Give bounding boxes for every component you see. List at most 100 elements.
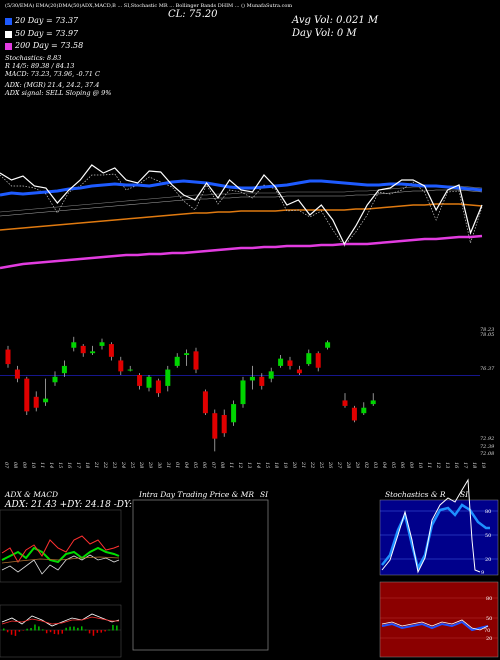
candle xyxy=(118,356,124,375)
candle-body xyxy=(306,353,312,365)
stoch-si-title: SI xyxy=(460,490,469,499)
date-tick-label: 12 Nov xyxy=(237,462,243,470)
moving-average-layer xyxy=(0,164,483,270)
candle xyxy=(33,391,39,412)
candle-body xyxy=(71,342,77,348)
candle-body xyxy=(184,353,190,355)
candle xyxy=(287,356,293,370)
candle-body xyxy=(342,400,348,406)
date-tick-label: 09 Oct xyxy=(21,462,27,470)
date-tick-label: 26 Nov xyxy=(327,461,333,470)
candle xyxy=(296,365,302,375)
date-tick-label: 18 Nov xyxy=(273,462,279,470)
candle xyxy=(278,355,284,368)
candle xyxy=(99,338,105,350)
candlestick-layer xyxy=(0,336,480,452)
candle xyxy=(43,378,49,406)
price-tick-label: 72.92 xyxy=(480,436,494,442)
macd-histogram-bar xyxy=(108,629,110,631)
close-label: CL: 75.20 xyxy=(168,9,218,20)
macd-histogram-bar xyxy=(61,630,63,634)
date-tick-label: 22 Nov xyxy=(309,461,315,470)
candle xyxy=(259,373,265,390)
mr-tick-80: 80 xyxy=(486,596,492,602)
date-tick-label: 12 Dec xyxy=(435,462,441,470)
price-tick-label: 78.05 xyxy=(480,332,494,338)
candle-body xyxy=(80,345,86,354)
adx-readout: ADX: (MGR) 21.4, 24.2, 37.4 xyxy=(5,81,100,89)
candle-body xyxy=(33,396,39,408)
date-tick-label: 10 Dec xyxy=(417,462,423,470)
macd-histogram-bar xyxy=(100,630,102,633)
candle xyxy=(268,367,274,383)
date-tick-label: 20 Nov xyxy=(291,461,297,470)
macd-histogram-bar xyxy=(42,629,44,631)
date-tick-label: 05 Nov xyxy=(192,462,198,470)
date-tick-label: 21 Oct xyxy=(93,461,99,470)
candle xyxy=(240,376,246,408)
macd-histogram-bar xyxy=(88,630,91,634)
legend-dma200: 200 Day = 73.58 xyxy=(5,41,83,50)
date-tick-label: 30 Oct xyxy=(156,462,162,470)
mr-value: 70 xyxy=(484,628,490,634)
candle xyxy=(90,345,96,355)
candle-body xyxy=(174,356,180,366)
macd-histogram-bar xyxy=(104,630,106,632)
candle-body xyxy=(296,369,302,374)
price-tick-label: 78.23 xyxy=(480,327,494,333)
candle xyxy=(165,365,171,392)
macd-histogram-bar xyxy=(53,630,56,634)
price-tick-label: 72.39 xyxy=(480,444,495,450)
date-tick-label: 24 Oct xyxy=(120,461,126,470)
price-tick-label: 76.37 xyxy=(480,366,495,372)
candle-body xyxy=(99,342,105,346)
date-tick-label: 18 Oct xyxy=(84,462,90,470)
candle xyxy=(370,393,376,406)
candle-body xyxy=(5,349,11,365)
ma-line-2 xyxy=(0,234,483,270)
candle xyxy=(52,371,58,386)
price-tick-label: 72.08 xyxy=(480,451,494,457)
date-tick-label: 01 Nov xyxy=(174,462,180,470)
candle-body xyxy=(325,342,331,348)
candle-body xyxy=(155,380,161,394)
macd-histogram-bar xyxy=(77,627,79,631)
macd-panel-frame xyxy=(0,604,122,658)
candle-body xyxy=(24,378,30,412)
intraday-panel-frame xyxy=(132,499,269,651)
candle-body xyxy=(43,398,49,403)
dma200-swatch xyxy=(5,42,12,50)
dotted-line xyxy=(0,173,483,247)
date-tick-label: 31 Oct xyxy=(165,462,171,470)
candle xyxy=(306,349,312,366)
candle xyxy=(184,349,190,366)
date-tick-label: 15 Oct xyxy=(57,462,63,470)
candle xyxy=(61,360,67,377)
stoch-k-line xyxy=(381,503,490,572)
band-upper-line xyxy=(0,185,483,213)
macd-histogram-bar xyxy=(84,629,87,631)
candle-body xyxy=(351,407,357,421)
date-tick-label: 27 Nov xyxy=(336,461,342,470)
stoch-value: 9 xyxy=(481,570,484,576)
date-tick-label: 25 Nov xyxy=(318,461,324,470)
candle xyxy=(108,342,114,361)
date-tick-label: 22 Oct xyxy=(102,461,108,470)
date-tick-label: 13 Nov xyxy=(246,462,252,470)
date-axis: 07 Oct08 Oct09 Oct10 Oct11 Oct14 Oct15 O… xyxy=(3,461,486,470)
candle-body xyxy=(146,376,152,388)
date-tick-label: 16 Oct xyxy=(66,462,72,470)
date-tick-label: 28 Oct xyxy=(138,461,144,470)
date-tick-label: 11 Nov xyxy=(228,462,234,470)
macd-histogram-bar xyxy=(6,630,9,633)
candle xyxy=(14,365,20,383)
candle-body xyxy=(259,376,265,386)
date-tick-label: 29 Oct xyxy=(147,461,153,470)
stoch-readout: Stochastics: 8.83 xyxy=(5,54,62,62)
candle-body xyxy=(370,400,376,405)
date-tick-label: 16 Dec xyxy=(453,462,459,470)
macd-histogram xyxy=(3,624,118,636)
macd-histogram-bar xyxy=(49,630,52,633)
legend-dma200-label: 200 Day = 73.58 xyxy=(15,41,84,50)
